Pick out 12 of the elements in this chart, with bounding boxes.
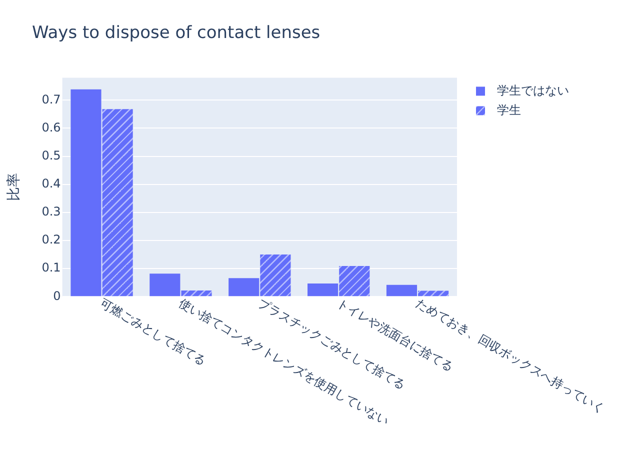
legend-label: 学生ではない [497, 83, 569, 98]
y-tick-label: 0.2 [42, 232, 61, 247]
chart-title: Ways to dispose of contact lenses [32, 23, 320, 43]
y-tick-label: 0.5 [42, 148, 61, 162]
y-tick-label: 0.6 [42, 120, 61, 134]
y-axis-title: 比率 [6, 173, 22, 202]
legend-label: 学生 [497, 102, 521, 117]
y-tick-label: 0.4 [42, 176, 61, 191]
y-tick-label: 0.1 [42, 260, 61, 275]
y-tick-label: 0.3 [42, 204, 61, 219]
y-tick-label: 0 [53, 288, 61, 303]
y-tick-label: 0.7 [42, 92, 61, 106]
